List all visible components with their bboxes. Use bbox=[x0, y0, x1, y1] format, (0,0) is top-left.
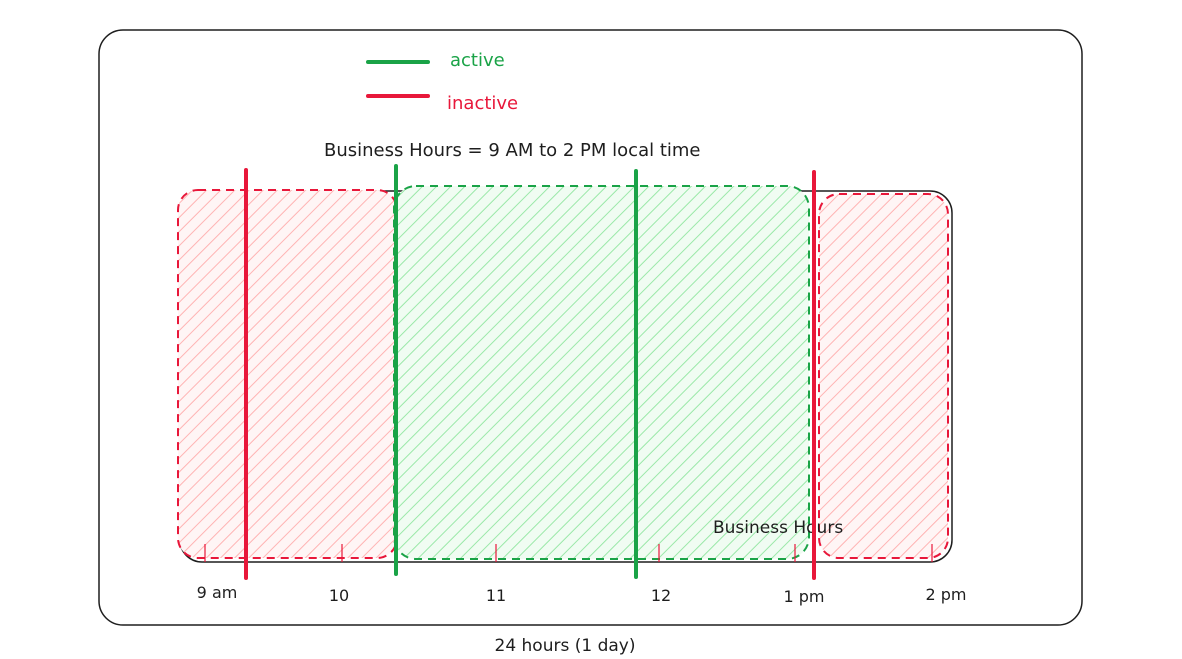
diagram-title: Business Hours = 9 AM to 2 PM local time bbox=[324, 140, 701, 161]
legend-label-inactive: inactive bbox=[447, 93, 518, 114]
outer-frame bbox=[98, 29, 1083, 626]
inactive-region-morning bbox=[177, 189, 398, 559]
tick-label-12: 12 bbox=[651, 586, 671, 605]
tick-label-10: 10 bbox=[329, 586, 349, 605]
business-hours-label: Business Hours bbox=[713, 518, 843, 538]
footer-caption: 24 hours (1 day) bbox=[495, 636, 636, 656]
tick-label-11: 11 bbox=[486, 586, 506, 605]
tick-label-2pm: 2 pm bbox=[925, 585, 966, 604]
tick-marks bbox=[204, 544, 933, 562]
legend-label-active: active bbox=[450, 50, 505, 71]
legend: active inactive bbox=[366, 50, 518, 114]
tick-label-1pm: 1 pm bbox=[783, 587, 824, 606]
inactive-region-afternoon bbox=[818, 193, 949, 559]
tick-labels: 9 am 10 11 12 1 pm 2 pm bbox=[197, 583, 967, 606]
active-region-business-hours bbox=[393, 185, 810, 560]
tick-label-9am: 9 am bbox=[197, 583, 238, 602]
